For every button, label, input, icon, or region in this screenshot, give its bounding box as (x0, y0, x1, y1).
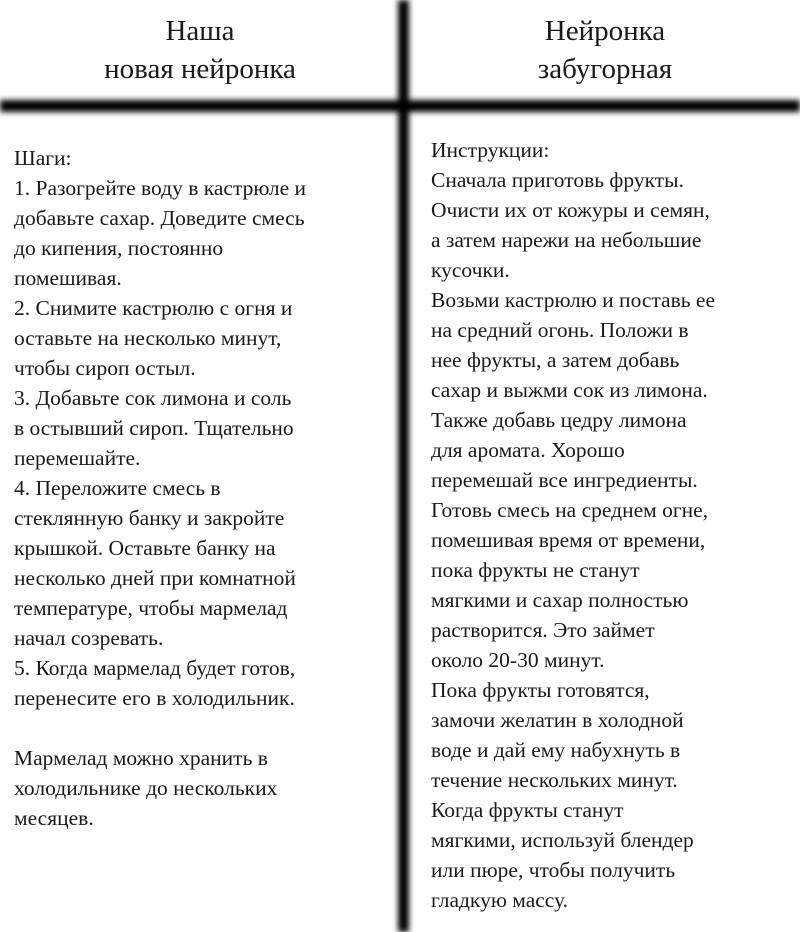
text-line: Мармелад можно хранить в (14, 746, 268, 770)
text-line: перемешай все ингредиенты. (431, 468, 698, 492)
text-line: Инструкции: (431, 138, 550, 162)
text-line: 4. Переложите смесь в (14, 476, 221, 500)
text-line: 5. Когда мармелад будет готов, (14, 656, 296, 680)
text-line: течение нескольких минут. (431, 768, 678, 792)
text-line: в остывший сироп. Тщательно (14, 416, 294, 440)
text-line: мягкими и сахар полностью (431, 588, 689, 612)
text-line: растворится. Это займет (431, 618, 655, 642)
text-line: сахар и выжми сок из лимона. (431, 378, 708, 402)
right-column-title: Нейронка забугорная (405, 12, 800, 88)
text-line: начал созревать. (14, 626, 164, 650)
text-line: до кипения, постоянно (14, 236, 224, 260)
text-line: пока фрукты не станут (431, 558, 640, 582)
text-line: нее фрукты, а затем добавь (431, 348, 680, 372)
left-title-line: новая нейронка (104, 53, 296, 85)
text-line: месяцев. (14, 806, 94, 830)
text-line: Также добавь цедру лимона (431, 408, 687, 432)
left-title-line: Наша (165, 15, 235, 47)
right-title-line: Нейронка (544, 15, 666, 47)
text-line: стеклянную банку и закройте (14, 506, 285, 530)
vertical-divider (398, 0, 409, 932)
text-line: Возьми кастрюлю и поставь ее (431, 288, 716, 312)
left-column-title: Наша новая нейронка (0, 12, 400, 88)
text-line: температуре, чтобы мармелад (14, 596, 288, 620)
text-line: замочи желатин в холодной (431, 708, 684, 732)
text-line: для аромата. Хорошо (431, 438, 625, 462)
text-line: мягкими, используй блендер (431, 828, 694, 852)
text-line: Шаги: (14, 146, 72, 170)
text-line: воде и дай ему набухнуть в (431, 738, 681, 762)
text-line: на средний огонь. Положи в (431, 318, 689, 342)
text-line: или пюре, чтобы получить (431, 858, 676, 882)
right-column-text: Инструкции: Сначала приготовь фрукты. Очис… (431, 135, 715, 915)
text-line: 1. Разогрейте воду в кастрюле и (14, 176, 307, 200)
right-title-line: забугорная (537, 53, 673, 85)
text-line: а затем нарежи на небольшие (431, 228, 702, 252)
text-line (14, 713, 306, 743)
text-line: помешивая. (14, 266, 122, 290)
text-line: перенесите его в холодильник. (14, 686, 295, 710)
text-line: оставьте на несколько минут, (14, 326, 282, 350)
text-line: добавьте сахар. Доведите смесь (14, 206, 305, 230)
text-line: Когда фрукты станут (431, 798, 624, 822)
text-line: кусочки. (431, 258, 510, 282)
text-line: гладкую массу. (431, 888, 569, 912)
text-line: 2. Снимите кастрюлю с огня и (14, 296, 293, 320)
left-column-text: Шаги: 1. Разогрейте воду в кастрюле и доба… (14, 143, 306, 833)
text-line: чтобы сироп остыл. (14, 356, 196, 380)
text-line: Сначала приготовь фрукты. (431, 168, 684, 192)
text-line: Очисти их от кожуры и семян, (431, 198, 710, 222)
text-line: крышкой. Оставьте банку на (14, 536, 276, 560)
text-line: холодильнике до нескольких (14, 776, 278, 800)
text-line: 3. Добавьте сок лимона и соль (14, 386, 292, 410)
text-line: перемешайте. (14, 446, 141, 470)
text-line: Готовь смесь на среднем огне, (431, 498, 709, 522)
text-line: помешивая время от времени, (431, 528, 706, 552)
text-line: несколько дней при комнатной (14, 566, 296, 590)
text-line: около 20-30 минут. (431, 648, 605, 672)
text-line: Пока фрукты готовятся, (431, 678, 650, 702)
